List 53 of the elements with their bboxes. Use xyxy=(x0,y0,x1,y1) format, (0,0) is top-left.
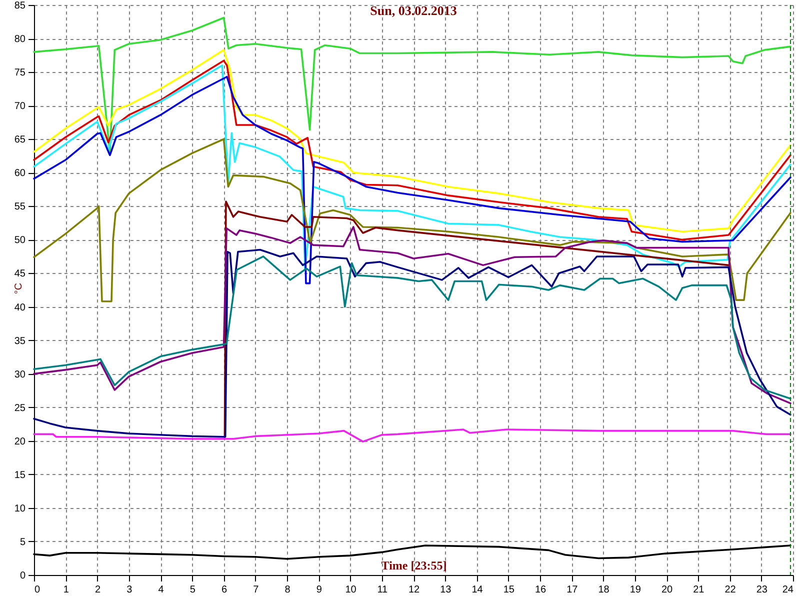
y-tick-label: 25 xyxy=(14,402,26,414)
x-tick-label: 24 xyxy=(782,584,794,596)
line-series xyxy=(33,256,792,400)
x-tick-label: 14 xyxy=(472,584,484,596)
y-tick-label: 30 xyxy=(14,369,26,380)
x-tick-label: 16 xyxy=(534,584,546,596)
y-tick-label: 5 xyxy=(20,536,26,548)
y-tick-label: 15 xyxy=(14,470,26,481)
y-tick-label: 20 xyxy=(14,436,26,448)
y-tick-label: 10 xyxy=(14,503,26,514)
y-tick-label: 55 xyxy=(14,202,26,213)
x-tick-label: 8 xyxy=(284,584,291,596)
line-series xyxy=(33,428,792,442)
y-axis-title: °C xyxy=(14,282,24,294)
chart-title: Sun, 03.02.2013 xyxy=(370,3,458,18)
y-tick-label: 80 xyxy=(14,34,26,46)
x-tick-label: 20 xyxy=(661,584,673,596)
x-tick-label: 22 xyxy=(724,584,736,596)
line-series xyxy=(224,200,730,438)
line-series xyxy=(33,226,792,404)
y-tick-label: 70 xyxy=(14,101,26,112)
x-tick-label: 2 xyxy=(94,584,101,596)
x-tick-label: 23 xyxy=(756,584,768,596)
x-tick-label: 5 xyxy=(190,584,196,596)
x-tick-label: 17 xyxy=(566,584,578,596)
x-tick-label: 1 xyxy=(63,584,70,596)
x-tick-label: 10 xyxy=(345,584,357,596)
x-tick-label: 3 xyxy=(126,584,133,596)
line-series xyxy=(33,248,792,438)
y-tick-label: 60 xyxy=(14,168,26,180)
y-tick-label: 75 xyxy=(14,68,26,79)
line-series xyxy=(33,16,792,154)
line-series xyxy=(33,138,792,302)
x-tick-label: 21 xyxy=(693,584,705,596)
x-tick-label: 4 xyxy=(158,584,164,596)
x-tick-label: 0 xyxy=(34,584,40,596)
y-tick-label: 40 xyxy=(14,302,26,314)
x-tick-label: 18 xyxy=(598,584,610,596)
x-tick-label: 13 xyxy=(440,584,452,596)
y-tick-label: 0 xyxy=(20,570,26,582)
y-tick-label: 50 xyxy=(14,235,26,246)
y-tick-label: 65 xyxy=(14,134,26,146)
x-tick-label: 9 xyxy=(316,584,322,596)
y-tick-label: 35 xyxy=(14,336,26,347)
x-tick-label: 7 xyxy=(253,584,260,596)
x-tick-label: 12 xyxy=(408,584,420,596)
x-tick-label: 6 xyxy=(221,584,228,596)
y-tick-label: 85 xyxy=(14,0,26,12)
x-tick-label: 15 xyxy=(503,584,515,596)
x-axis-title: Time [23:55] xyxy=(381,558,447,572)
y-tick-label: 45 xyxy=(14,268,26,280)
x-tick-label: 19 xyxy=(630,584,642,596)
x-tick-label: 11 xyxy=(377,584,388,596)
